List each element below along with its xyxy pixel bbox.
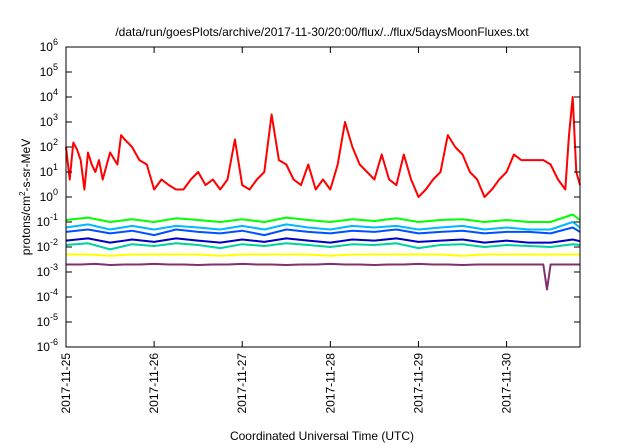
plot-frame	[65, 46, 581, 348]
y-axis-label-suffix: -s-sr-MeV	[19, 139, 33, 192]
y-tick-label-exponent: 6	[53, 37, 58, 47]
series-line-4	[65, 226, 581, 237]
series-line-8	[66, 262, 580, 291]
chart-title: /data/run/goesPlots/archive/2017-11-30/2…	[115, 25, 529, 39]
x-axis-label: Coordinated Universal Time (UTC)	[230, 429, 414, 443]
y-axis: 10-610-510-410-310-210-11001011021031041…	[37, 37, 580, 354]
series-line-3	[65, 221, 581, 231]
y-tick-label: 106	[40, 37, 58, 54]
x-tick-label: 2017-11-29	[411, 353, 425, 414]
y-axis-label-main: protons/cm	[19, 196, 33, 255]
y-tick-label-exponent: -6	[50, 337, 58, 347]
y-tick-label-base: 10	[40, 190, 54, 204]
y-tick-label: 10-2	[37, 237, 58, 254]
y-tick-label-base: 10	[37, 240, 51, 254]
y-tick-label: 10-3	[37, 262, 58, 279]
y-tick-label-base: 10	[40, 65, 54, 79]
y-tick-label-base: 10	[40, 115, 54, 129]
y-tick-label: 104	[40, 87, 58, 104]
y-tick-label: 100	[40, 187, 58, 204]
series-line-5	[65, 237, 581, 244]
y-tick-label: 102	[40, 137, 58, 154]
y-tick-label-base: 10	[37, 315, 51, 329]
series-line-7	[66, 253, 580, 257]
y-tick-label-exponent: -2	[50, 237, 58, 247]
x-tick-label: 2017-11-25	[59, 353, 73, 414]
series-line-6	[65, 242, 581, 251]
x-axis: 2017-11-25 2017-11-26 2017-11-27 2017-11-28…	[59, 47, 514, 414]
y-tick-label-exponent: -5	[50, 312, 58, 322]
y-axis-label: protons/cm2-s-sr-MeV	[18, 139, 33, 255]
y-tick-label: 101	[40, 162, 58, 179]
series-line-2	[65, 213, 581, 223]
y-tick-label-base: 10	[40, 165, 54, 179]
y-tick-label: 103	[40, 112, 58, 129]
y-tick-label-base: 10	[40, 40, 54, 54]
y-tick-label-exponent: -3	[50, 262, 58, 272]
series-layer	[65, 96, 581, 291]
y-tick-label: 10-5	[37, 312, 58, 329]
y-tick-label: 105	[40, 62, 58, 79]
y-tick-label-base: 10	[37, 215, 51, 229]
y-tick-label-exponent: 2	[53, 137, 58, 147]
y-tick-label-base: 10	[40, 140, 54, 154]
y-tick-label: 10-1	[37, 212, 58, 229]
y-tick-label-exponent: 4	[53, 87, 58, 97]
x-tick-label: 2017-11-27	[235, 353, 249, 414]
y-tick-label: 10-4	[37, 287, 58, 304]
y-tick-label-base: 10	[37, 340, 51, 354]
y-tick-label-base: 10	[37, 290, 51, 304]
y-tick-label-base: 10	[40, 90, 54, 104]
x-tick-label: 2017-11-28	[323, 353, 337, 414]
y-tick-label-exponent: 5	[53, 62, 58, 72]
y-tick-label-exponent: 1	[53, 162, 58, 172]
y-axis-label-superscript: 2	[18, 191, 27, 196]
y-tick-label-exponent: 3	[53, 112, 58, 122]
x-tick-label: 2017-11-30	[500, 353, 514, 414]
y-tick-label-exponent: -1	[50, 212, 58, 222]
x-tick-label: 2017-11-26	[147, 353, 161, 414]
y-tick-label: 10-6	[37, 337, 58, 354]
y-tick-label-exponent: -4	[50, 287, 58, 297]
y-tick-label-base: 10	[37, 265, 51, 279]
series-line-1	[65, 96, 581, 198]
y-tick-label-exponent: 0	[53, 187, 58, 197]
